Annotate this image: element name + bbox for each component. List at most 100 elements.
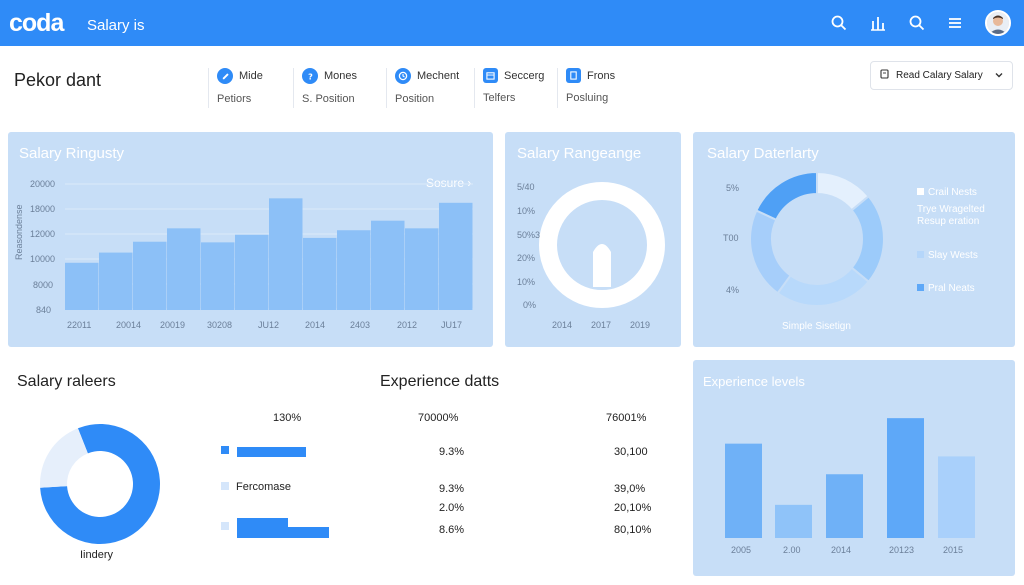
nav-sub-label: Position	[395, 93, 435, 105]
chevron-down-icon	[995, 71, 1003, 82]
experience-datts-title: Experience datts	[380, 373, 500, 390]
svg-text:?: ?	[308, 72, 313, 81]
y-tick: 10000	[30, 254, 56, 264]
y-tick: 8000	[33, 280, 54, 290]
bar	[337, 230, 371, 310]
menu-icon[interactable]	[944, 12, 966, 34]
donut-label: Iindery	[80, 549, 114, 561]
x-tick: 2005	[731, 545, 752, 555]
y-tick: 12000	[30, 229, 56, 239]
x-tick: JU17	[441, 320, 463, 330]
row-marker	[221, 446, 229, 454]
table-cell: 39,0%	[614, 483, 646, 495]
y-tick: 18000	[30, 204, 56, 214]
salary-dropdown[interactable]: Read Calary Salary	[870, 61, 1013, 90]
nav-label: Mones	[324, 70, 358, 82]
help-icon: ?	[302, 68, 318, 84]
chart-title: Salary Rangeange	[517, 145, 642, 162]
nav-item-frons[interactable]: Frons Posluing	[557, 68, 615, 108]
column-header: 70000%	[418, 412, 459, 424]
donut-slice	[40, 428, 88, 488]
table-cell: 9.3%	[439, 483, 465, 495]
table-cell: 20,10%	[614, 502, 652, 514]
legend-swatch	[917, 251, 924, 258]
nav-item-mones[interactable]: ? Mones S. Position	[293, 68, 357, 108]
nav-label: Mechent	[417, 70, 460, 82]
y-tick: 0%	[523, 300, 537, 310]
nav-label: Frons	[587, 69, 616, 82]
nav-item-mide[interactable]: Mide Petiors	[208, 68, 263, 108]
bar	[826, 474, 863, 538]
nav-sub-label: Telfers	[483, 92, 516, 104]
gauge-ring	[539, 182, 665, 308]
bar	[201, 242, 235, 310]
y-tick: 5/40	[517, 182, 535, 192]
left-label: T00	[723, 233, 739, 243]
table-cell: 9.3%	[439, 446, 465, 458]
nav-item-seccerg[interactable]: Seccerg Telfers	[474, 68, 544, 108]
bar	[133, 241, 167, 310]
page-title: Pekor dant	[14, 70, 102, 90]
nav-sub-label: Petiors	[217, 93, 252, 105]
legend-label: Slay Wests	[928, 250, 978, 261]
table-cell: 30,100	[614, 446, 648, 458]
bar-chart-icon[interactable]	[867, 12, 889, 34]
row-label: Fercomase	[236, 481, 292, 493]
x-tick: 2014	[831, 545, 852, 555]
row-marker	[221, 522, 229, 530]
x-tick: 2014	[552, 320, 573, 330]
source-link[interactable]: Sosure ›	[426, 176, 472, 190]
donut-slice	[850, 194, 885, 284]
x-tick: 22011	[67, 320, 92, 330]
x-tick: 2.00	[783, 545, 801, 555]
x-tick: 2019	[630, 320, 651, 330]
chart-title: Salary Daterlarty	[707, 145, 819, 162]
salary-ringusty-panel: Salary Ringusty Sosure › Reasondense 200…	[8, 132, 493, 347]
app-logo[interactable]: coda	[9, 9, 64, 37]
search-icon[interactable]	[906, 12, 928, 34]
donut-slice	[40, 424, 161, 544]
bar	[439, 202, 473, 310]
nav-item-mechent[interactable]: Mechent Position	[386, 68, 459, 108]
row-marker	[221, 482, 229, 490]
legend-label: Trye Wragelted Resup eration	[917, 204, 985, 227]
x-tick: 20019	[160, 320, 186, 330]
calendar-icon	[483, 68, 498, 83]
salary-daterlarty-panel: Salary Daterlarty 5% T00 4% Crail Nests …	[693, 132, 1015, 347]
table-cell: 80,10%	[614, 524, 652, 536]
x-tick: 20123	[889, 545, 915, 555]
legend-swatch	[917, 284, 924, 291]
chart-footer: Simple Sisetign	[782, 321, 851, 332]
legend-label: Crail Nests	[928, 187, 977, 198]
y-tick: 10%	[517, 206, 536, 216]
column-header: 76001%	[606, 412, 647, 424]
x-tick: 2403	[350, 320, 371, 330]
dropdown-label: Read Calary Salary	[896, 70, 983, 81]
donut-slice	[749, 209, 792, 295]
y-tick: 20000	[30, 179, 56, 189]
bar	[167, 228, 201, 310]
row-bar	[237, 518, 329, 538]
donut-slice	[776, 266, 871, 307]
bar	[887, 418, 924, 538]
left-label: 5%	[726, 183, 740, 193]
search-icon[interactable]	[828, 12, 850, 34]
donut-slice	[755, 170, 818, 222]
chart-title: Experience levels	[703, 374, 805, 389]
bar	[269, 198, 303, 310]
app-title: Salary is	[87, 17, 145, 34]
nav-label: Mide	[239, 70, 263, 82]
x-tick: 2017	[591, 320, 612, 330]
user-avatar[interactable]	[985, 10, 1011, 36]
bar	[65, 262, 99, 310]
bar	[775, 504, 812, 538]
top-bar: coda Salary is	[0, 0, 1024, 46]
chart-title: Salary Ringusty	[19, 145, 125, 162]
gauge-chart	[539, 182, 665, 308]
nav-sub-label: S. Position	[302, 93, 355, 105]
table-cell: 8.6%	[439, 524, 465, 536]
x-tick: JU12	[258, 320, 280, 330]
x-tick: 2015	[943, 545, 964, 555]
bar	[405, 228, 439, 310]
nav-label: Seccerg	[504, 69, 545, 82]
